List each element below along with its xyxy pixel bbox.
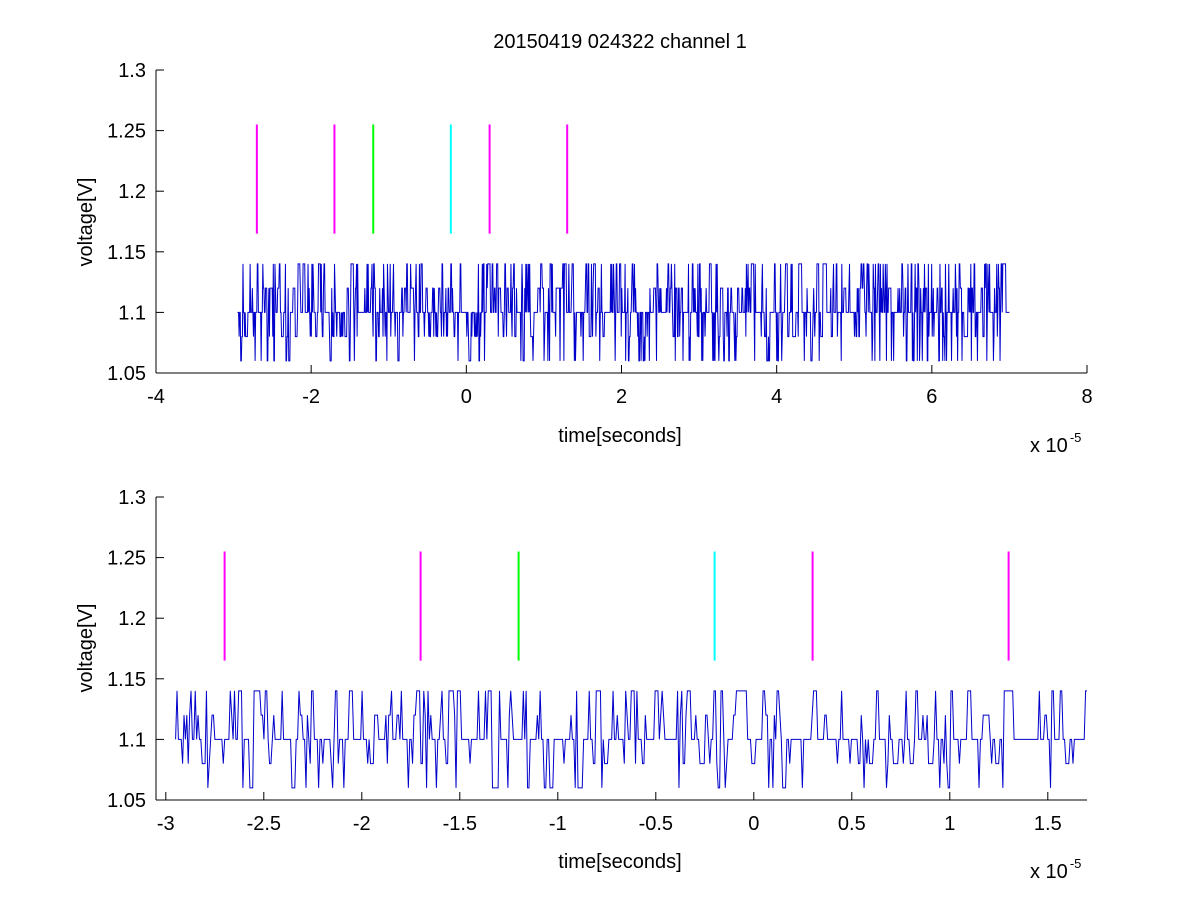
x-tick-label: -1 (549, 813, 567, 835)
x-multiplier-bottom: x 10 -5 (1030, 856, 1081, 883)
y-tick-label: 1.1 (118, 729, 146, 751)
ticks-top: -4 -2 0 2 4 6 8 1.05 1.1 1.15 1.2 1.25 1.3 (107, 60, 1093, 408)
x-axis-label-bottom: time[seconds] (558, 851, 681, 873)
chart-bottom: -3 -2.5 -2 -1.5 -1 -0.5 0 0.5 1 1.5 1.05 1.1 1.15 1.2… (75, 487, 1087, 883)
y-tick-label: 1.25 (107, 548, 146, 570)
y-tick-label: 1.15 (107, 242, 146, 264)
x-tick-label: -1.5 (443, 813, 477, 835)
x-tick-label: -2 (353, 813, 371, 835)
y-tick-label: 1.05 (107, 790, 146, 812)
y-tick-label: 1.3 (118, 60, 146, 82)
x-axis-label-top: time[seconds] (558, 425, 681, 447)
chart-top: -4 -2 0 2 4 6 8 1.05 1.1 1.15 1.2 1.25 1.3 time[seco… (75, 60, 1093, 457)
signal-layer-top (237, 263, 1010, 362)
marker-layer-top (255, 124, 569, 234)
y-axis-label-bottom: voltage[V] (75, 604, 97, 693)
x-tick-label: 2 (616, 386, 627, 408)
y-axis-label-top: voltage[V] (75, 178, 97, 267)
x-tick-label: 8 (1081, 386, 1092, 408)
axes-bottom (155, 497, 1087, 801)
y-tick-label: 1.1 (118, 302, 146, 324)
x-tick-label: 6 (926, 386, 937, 408)
signal-layer-bottom (175, 690, 1087, 789)
y-tick-label: 1.05 (107, 363, 146, 385)
signal-trace (237, 263, 1010, 362)
y-tick-label: 1.25 (107, 121, 146, 143)
signal-trace (175, 690, 1087, 789)
x-tick-label: 0 (748, 813, 759, 835)
x-tick-label: -2.5 (247, 813, 281, 835)
x-tick-label: 4 (771, 386, 782, 408)
figure-title: 20150419 024322 channel 1 (493, 31, 747, 53)
x-tick-label: 1 (944, 813, 955, 835)
y-tick-label: 1.15 (107, 669, 146, 691)
x-tick-label: -2 (302, 386, 320, 408)
x-tick-label: -3 (157, 813, 175, 835)
x-tick-label: 0.5 (838, 813, 866, 835)
x-tick-label: -4 (147, 386, 165, 408)
x-tick-label: -0.5 (639, 813, 673, 835)
x-tick-label: 0 (461, 386, 472, 408)
y-tick-label: 1.3 (118, 487, 146, 509)
x-tick-label: 1.5 (1034, 813, 1062, 835)
y-tick-label: 1.2 (118, 608, 146, 630)
marker-layer-bottom (223, 551, 1010, 661)
x-multiplier-top: x 10 -5 (1030, 430, 1081, 457)
ticks-bottom: -3 -2.5 -2 -1.5 -1 -0.5 0 0.5 1 1.5 1.05 1.1 1.15 1.2… (107, 487, 1062, 835)
y-tick-label: 1.2 (118, 181, 146, 203)
